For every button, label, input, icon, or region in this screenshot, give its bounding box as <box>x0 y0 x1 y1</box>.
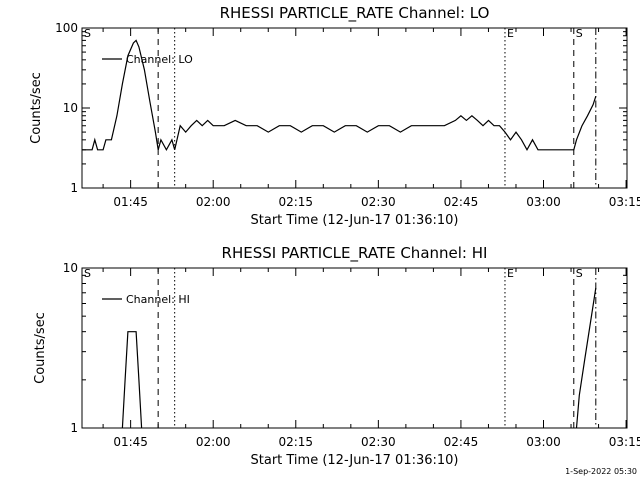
corner-label: S <box>84 27 91 40</box>
x-tick-label: 03:15 <box>609 195 640 209</box>
y-axis-label: Counts/sec <box>29 72 44 144</box>
corner-label: S <box>84 267 91 280</box>
x-tick-label: 02:45 <box>444 195 479 209</box>
series-line <box>121 331 143 429</box>
plot-frame <box>81 267 628 429</box>
x-tick-label: 02:15 <box>278 435 313 449</box>
y-tick-label: 10 <box>63 101 78 115</box>
x-tick-label: 02:30 <box>361 195 396 209</box>
x-axis-label: Start Time (12-Jun-17 01:36:10) <box>251 213 459 228</box>
y-axis-label: Counts/sec <box>33 312 48 384</box>
series-line <box>82 39 597 152</box>
vline-label: S <box>576 27 583 40</box>
legend-label: Channel: LO <box>126 53 193 66</box>
y-tick-label: 1 <box>70 421 78 435</box>
x-tick-label: 03:15 <box>609 435 640 449</box>
chart-title: RHESSI PARTICLE_RATE Channel: HI <box>222 244 488 263</box>
x-tick-label: 02:45 <box>444 435 479 449</box>
y-tick-label: 100 <box>55 21 78 35</box>
x-tick-label: 03:00 <box>526 435 561 449</box>
chart-title: RHESSI PARTICLE_RATE Channel: LO <box>220 4 490 23</box>
x-tick-label: 02:00 <box>196 435 231 449</box>
x-tick-label: 02:30 <box>361 435 396 449</box>
footer-timestamp: 1-Sep-2022 05:30 <box>565 467 637 476</box>
y-tick-label: 1 <box>70 181 78 195</box>
x-tick-label: 03:00 <box>526 195 561 209</box>
vline-label: E <box>507 27 514 40</box>
x-axis-label: Start Time (12-Jun-17 01:36:10) <box>251 453 459 468</box>
x-tick-label: 01:45 <box>113 195 148 209</box>
vline-label: E <box>507 267 514 280</box>
series-line <box>575 287 597 429</box>
y-tick-label: 10 <box>63 261 78 275</box>
legend-label: Channel: HI <box>126 293 190 306</box>
x-tick-label: 01:45 <box>113 435 148 449</box>
x-tick-label: 02:00 <box>196 195 231 209</box>
x-tick-label: 02:15 <box>278 195 313 209</box>
vline-label: S <box>576 267 583 280</box>
plot-frame <box>81 27 628 189</box>
panel-hi: RHESSI PARTICLE_RATE Channel: HI 1 10 Count… <box>33 244 640 468</box>
panel-lo: RHESSI PARTICLE_RATE Channel: LO 1 10 100 Co… <box>29 4 640 228</box>
